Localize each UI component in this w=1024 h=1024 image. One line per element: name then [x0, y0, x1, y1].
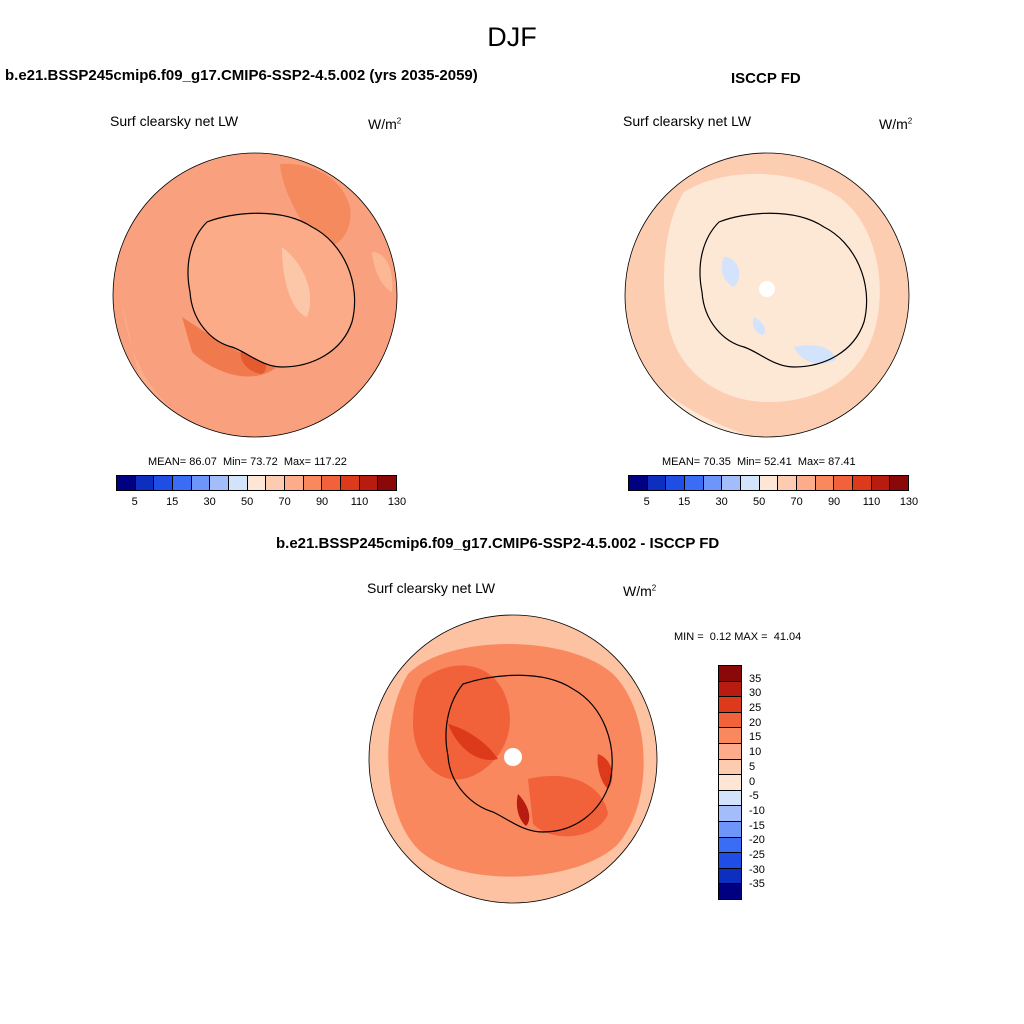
panel-3-colorbar-swatch — [719, 868, 741, 885]
panel-2-colorbar-label: 130 — [899, 496, 919, 508]
panel-2-colorbar-swatch — [741, 476, 760, 490]
panel-2-colorbar-swatch — [871, 476, 891, 490]
panel-3-colorbar-swatch — [719, 837, 741, 854]
main-title: DJF — [487, 22, 537, 52]
panel-3-colorbar-label: 20 — [749, 716, 762, 729]
panel-2-colorbar-swatch — [778, 476, 798, 490]
panel-2-variable: Surf clearsky net LW — [623, 113, 752, 129]
panel-2-stats: MEAN= 70.35 Min= 52.41 Max= 87.41 — [662, 456, 856, 468]
panel-1-colorbar-swatch — [359, 476, 379, 490]
panel-1-stats: MEAN= 86.07 Min= 73.72 Max= 117.22 — [148, 456, 347, 468]
panel-3-colorbar-label: -30 — [749, 863, 765, 876]
panel-2-title: ISCCP FD — [731, 70, 801, 87]
panel-1-colorbar-label: 130 — [387, 496, 407, 508]
panel-1-variable: Surf clearsky net LW — [110, 113, 239, 129]
panel-1-colorbar-swatch — [173, 476, 192, 490]
panel-2-polar-map — [624, 152, 910, 438]
panel-3-colorbar-label: 30 — [749, 687, 762, 700]
panel-1-colorbar-swatch — [191, 476, 211, 490]
panel-3-colorbar-label: 35 — [749, 672, 762, 685]
panel-1-colorbar-label: 15 — [166, 496, 179, 508]
panel-2-colorbar-swatch — [797, 476, 816, 490]
panel-3-colorbar-label: -10 — [749, 804, 765, 817]
panel-1-colorbar-label: 70 — [278, 496, 291, 508]
panel-3-colorbar-label: 0 — [749, 775, 756, 788]
panel-2-colorbar-swatch — [759, 476, 779, 490]
panel-2-colorbar-swatch — [815, 476, 835, 490]
panel-3-colorbar-swatch — [719, 666, 741, 682]
panel-2-colorbar-label: 30 — [715, 496, 728, 508]
panel-1-colorbar-label: 30 — [203, 496, 216, 508]
panel-2-colorbar-labels: 5 15 30 50 70 90 110 130 — [628, 496, 919, 510]
panel-3-colorbar-label: -35 — [749, 878, 765, 891]
panel-2-colorbar-swatch — [703, 476, 723, 490]
panel-2-colorbar-swatch — [647, 476, 667, 490]
panel-2-colorbar-swatch — [666, 476, 686, 490]
panel-1-colorbar-labels: 5 15 30 50 70 90 110 130 — [116, 496, 407, 510]
panel-3-colorbar-swatch — [719, 884, 741, 899]
panel-3-colorbar-label: 10 — [749, 746, 762, 759]
panel-1-colorbar-swatch — [247, 476, 267, 490]
panel-2-colorbar-swatch — [834, 476, 854, 490]
panel-3-colorbar-label: 25 — [749, 702, 762, 715]
panel-3-colorbar — [718, 665, 742, 900]
panel-1-colorbar-swatch — [285, 476, 304, 490]
panel-1-colorbar-swatch — [378, 476, 397, 490]
panel-3-polar-map — [368, 614, 658, 904]
panel-2-colorbar-swatch — [629, 476, 648, 490]
panel-3-colorbar-swatch — [719, 681, 741, 698]
panel-3-colorbar-swatch — [719, 743, 741, 760]
panel-3-colorbar-label: -20 — [749, 834, 765, 847]
panel-2-colorbar-swatch — [722, 476, 742, 490]
panel-2-colorbar-swatch — [890, 476, 909, 490]
panel-2-colorbar-label: 15 — [678, 496, 691, 508]
panel-3-colorbar-label: 15 — [749, 731, 762, 744]
panel-1-colorbar-swatch — [154, 476, 174, 490]
panel-1-colorbar-swatch — [303, 476, 323, 490]
panel-2-colorbar-label: 5 — [643, 496, 650, 508]
panel-1-colorbar-swatch — [266, 476, 286, 490]
panel-3-colorbar-label: -5 — [749, 790, 759, 803]
panel-3-colorbar-swatch — [719, 775, 741, 791]
panel-1-colorbar-label: 90 — [315, 496, 329, 508]
panel-2-units: W/m2 — [879, 116, 913, 132]
panel-3-colorbar-label: -25 — [749, 848, 765, 861]
panel-1-colorbar-label: 110 — [350, 496, 369, 508]
panel-3-colorbar-label: 5 — [749, 760, 756, 773]
panel-3-colorbar-swatch — [719, 853, 741, 869]
panel-1-colorbar-swatch — [117, 476, 136, 490]
panel-2-colorbar-swatch — [853, 476, 872, 490]
panel-3-colorbar-labels: 35 30 25 20 15 10 5 0 -5 -10 -15 -20 -25 -30 -35 — [749, 665, 789, 900]
panel-2-colorbar-label: 50 — [753, 496, 766, 508]
panel-3-variable: Surf clearsky net LW — [367, 580, 496, 596]
panel-1-units: W/m2 — [368, 116, 402, 132]
panel-1-title: b.e21.BSSP245cmip6.f09_g17.CMIP6-SSP2-4.… — [5, 67, 478, 84]
panel-3-colorbar-swatch — [719, 759, 741, 776]
panel-1-colorbar-swatch — [229, 476, 248, 490]
panel-1-polar-map — [112, 152, 398, 438]
panel-3-colorbar-swatch — [719, 728, 741, 744]
panel-3-units: W/m2 — [623, 583, 657, 599]
panel-3-colorbar-swatch — [719, 806, 741, 822]
panel-1-colorbar-swatch — [135, 476, 155, 490]
panel-3-colorbar-swatch — [719, 790, 741, 807]
panel-2-colorbar-swatch — [685, 476, 704, 490]
panel-3-stats: MIN = 0.12 MAX = 41.04 — [674, 631, 802, 643]
panel-2-colorbar-label: 70 — [790, 496, 803, 508]
panel-2-colorbar-label: 90 — [827, 496, 841, 508]
panel-1-colorbar — [116, 475, 397, 491]
panel-3-colorbar-swatch — [719, 712, 741, 729]
panel-2-colorbar-label: 110 — [862, 496, 881, 508]
panel-1-colorbar-swatch — [341, 476, 360, 490]
panel-2-colorbar — [628, 475, 909, 491]
panel-1-colorbar-label: 5 — [131, 496, 138, 508]
panel-3-colorbar-swatch — [719, 697, 741, 713]
panel-3-title: b.e21.BSSP245cmip6.f09_g17.CMIP6-SSP2-4.… — [276, 535, 720, 552]
panel-1-colorbar-swatch — [210, 476, 230, 490]
panel-1-colorbar-label: 50 — [241, 496, 254, 508]
panel-3-colorbar-label: -15 — [749, 819, 765, 832]
panel-3-colorbar-swatch — [719, 821, 741, 838]
panel-1-colorbar-swatch — [322, 476, 342, 490]
